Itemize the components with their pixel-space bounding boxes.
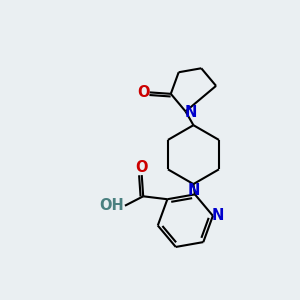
Text: N: N <box>185 105 197 120</box>
Text: O: O <box>136 160 148 175</box>
Text: O: O <box>137 85 149 100</box>
Text: OH: OH <box>99 198 124 213</box>
Text: N: N <box>212 208 224 223</box>
Text: N: N <box>187 183 200 198</box>
